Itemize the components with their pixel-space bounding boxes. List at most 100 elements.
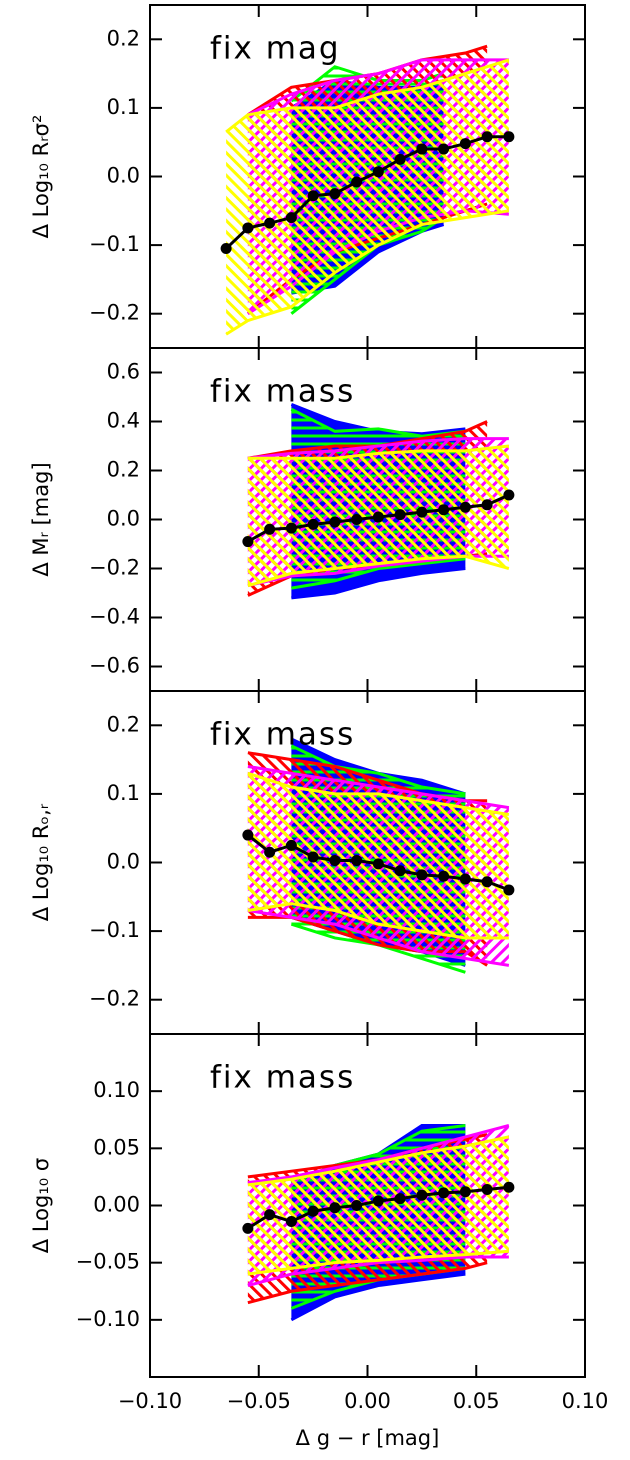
median-point: [264, 846, 276, 858]
median-point: [242, 536, 254, 548]
y-tick-label: 0.2: [107, 26, 140, 50]
band-upper: [247, 58, 509, 117]
median-point: [416, 1189, 428, 1201]
panel: −0.2 −0.1 0.0 0.1 0.2 fix mass Δ Log₁₀ Rₒ,ᵣ: [29, 690, 586, 1035]
x-tick-label: 0.10: [562, 1389, 609, 1413]
median-point: [372, 166, 384, 178]
y-tick-label: −0.05: [76, 1250, 140, 1274]
band-lower: [247, 909, 510, 967]
y-axis-label: Δ Log₁₀ Rₒ,ᵣ: [29, 803, 53, 921]
y-tick-label: 0.00: [93, 1193, 140, 1217]
median-point: [307, 851, 319, 863]
median-point: [459, 501, 471, 513]
x-axis-label: Δ g − r [mag]: [296, 1426, 440, 1450]
median-point: [264, 1209, 276, 1221]
y-tick-label: 0.2: [107, 712, 140, 736]
median-point: [438, 1187, 450, 1199]
median-point: [264, 523, 276, 535]
median-point: [459, 138, 471, 150]
x-tick-label: −0.05: [227, 1389, 291, 1413]
y-tick-label: 0.4: [107, 409, 140, 433]
y-tick-label: −0.1: [89, 232, 140, 256]
y-tick-label: −0.2: [89, 987, 140, 1011]
band-upper: [225, 58, 510, 134]
y-tick-label: 0.05: [93, 1135, 140, 1159]
annotation: fix mass: [210, 374, 355, 410]
median-point: [438, 504, 450, 516]
band-lower: [247, 1255, 509, 1287]
median-point: [372, 1195, 384, 1207]
band-upper: [247, 1135, 510, 1187]
median-point: [351, 854, 363, 866]
median-point: [285, 522, 297, 534]
median-point: [372, 511, 384, 523]
median-point: [416, 869, 428, 881]
y-tick-label: −0.1: [89, 918, 140, 942]
median-point: [503, 884, 515, 896]
band-upper: [247, 771, 510, 816]
median-point: [242, 222, 254, 234]
median-point: [285, 212, 297, 224]
y-tick-label: 0.2: [107, 458, 140, 482]
median-point: [285, 1216, 297, 1228]
panel: −0.2 −0.1 0.0 0.1 0.2 fix mag Δ Log₁₀ Rᵣσ²: [29, 4, 586, 349]
y-tick-label: 0.0: [107, 164, 140, 188]
band-lower: [247, 1261, 488, 1305]
panel: −0.10 −0.05 0.00 0.05 0.10 −0.10 −0.05 0.00 0.05…: [29, 1033, 609, 1450]
median-point: [438, 870, 450, 882]
y-tick-label: 0.10: [93, 1078, 140, 1102]
x-tick-label: 0.00: [344, 1389, 391, 1413]
band-upper: [290, 407, 466, 438]
median-point: [307, 190, 319, 202]
median-point: [329, 188, 341, 200]
median-point: [416, 506, 428, 518]
band-upper: [247, 1124, 510, 1185]
band-upper: [290, 744, 466, 796]
median-point: [459, 1186, 471, 1198]
median-point: [394, 509, 406, 521]
median-point: [220, 243, 232, 255]
panel: −0.6 −0.4 −0.2 0.0 0.2 0.4 0.6 fix mass Δ Mᵣ [ma…: [29, 347, 586, 692]
median-point: [481, 876, 493, 888]
median-point: [394, 153, 406, 165]
band-area: [226, 59, 509, 335]
median-point: [329, 516, 341, 528]
median-point: [242, 829, 254, 841]
band-lower: [247, 554, 510, 588]
band-area: [247, 773, 509, 938]
y-axis-label: Δ Log₁₀ σ: [29, 1158, 53, 1253]
y-tick-label: −0.2: [89, 556, 140, 580]
median-point: [351, 1200, 363, 1211]
band-lower: [247, 1249, 509, 1276]
median-point: [307, 1205, 319, 1217]
y-tick-label: 0.1: [107, 781, 140, 805]
median-point: [459, 873, 471, 885]
median-point: [438, 143, 450, 155]
median-point: [503, 489, 515, 501]
median-point: [351, 514, 363, 525]
median-point: [394, 1193, 406, 1205]
y-axis-label: Δ Mᵣ [mag]: [29, 462, 53, 576]
y-tick-label: −0.4: [89, 605, 140, 629]
band-lower: [290, 1272, 466, 1322]
annotation: fix mass: [210, 1060, 355, 1096]
median-point: [481, 131, 493, 143]
median-point: [264, 217, 276, 229]
y-tick-label: 0.1: [107, 95, 140, 119]
x-tick-label: −0.10: [118, 1389, 182, 1413]
y-tick-label: −0.6: [89, 654, 140, 678]
band-lower: [225, 209, 510, 336]
median-point: [351, 176, 363, 188]
median-point: [329, 854, 341, 866]
median-point: [481, 499, 493, 511]
y-tick-label: 0.0: [107, 507, 140, 531]
median-point: [416, 143, 428, 155]
median-point: [285, 839, 297, 851]
y-tick-label: 0.6: [107, 360, 140, 384]
y-tick-label: −0.10: [76, 1307, 140, 1331]
band-upper: [247, 437, 509, 460]
median-point: [372, 858, 384, 870]
y-tick-label: 0.0: [107, 850, 140, 874]
